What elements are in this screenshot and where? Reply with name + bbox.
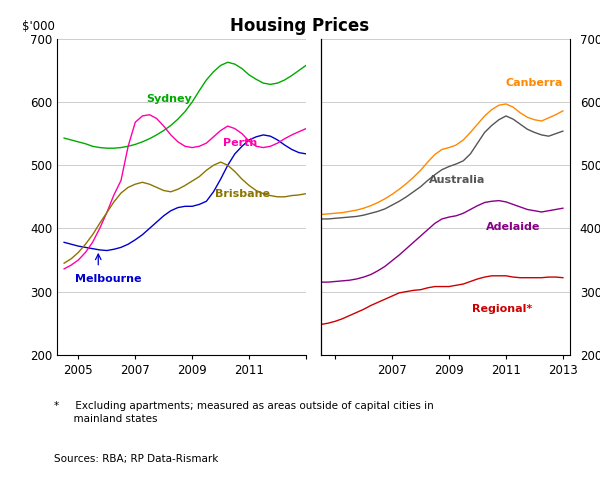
- Text: Regional*: Regional*: [472, 304, 532, 314]
- Text: Brisbane: Brisbane: [215, 189, 270, 199]
- Text: Adelaide: Adelaide: [486, 222, 541, 232]
- Text: Canberra: Canberra: [506, 78, 563, 88]
- Text: Australia: Australia: [429, 175, 485, 185]
- Text: $'000: $'000: [22, 19, 55, 33]
- Text: Sources: RBA; RP Data-Rismark: Sources: RBA; RP Data-Rismark: [54, 454, 218, 465]
- Text: Melbourne: Melbourne: [76, 274, 142, 284]
- Text: *     Excluding apartments; measured as areas outside of capital cities in
     : * Excluding apartments; measured as area…: [54, 401, 434, 424]
- Text: Housing Prices: Housing Prices: [230, 17, 370, 35]
- Text: Sydney: Sydney: [146, 94, 193, 104]
- Text: Perth: Perth: [223, 139, 258, 148]
